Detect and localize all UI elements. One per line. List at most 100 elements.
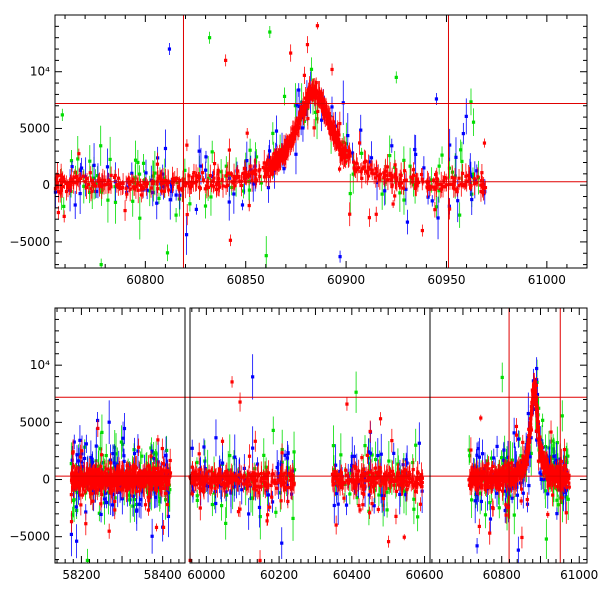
data-point <box>89 179 94 183</box>
data-point <box>113 496 117 500</box>
data-point <box>405 484 409 488</box>
data-point <box>119 440 123 444</box>
data-point <box>97 483 101 487</box>
data-point <box>140 454 144 458</box>
data-point <box>95 475 99 480</box>
data-point <box>91 460 95 464</box>
data-point <box>239 183 244 188</box>
data-point <box>415 181 419 185</box>
data-point <box>109 491 113 495</box>
data-point <box>77 486 81 490</box>
data-point <box>262 175 267 179</box>
data-point <box>342 156 346 160</box>
data-point <box>75 475 79 479</box>
data-point <box>197 452 201 456</box>
data-point <box>226 481 230 485</box>
data-point <box>253 467 257 471</box>
data-point <box>360 476 364 481</box>
data-point <box>247 512 251 516</box>
data-point <box>383 169 388 173</box>
data-point <box>145 182 149 186</box>
data-point <box>376 476 380 480</box>
data-point <box>240 488 244 492</box>
data-point <box>398 183 402 188</box>
data-point <box>334 463 338 467</box>
data-point <box>74 483 79 487</box>
data-point <box>457 184 461 188</box>
data-point <box>198 486 202 490</box>
data-point <box>343 481 347 485</box>
data-point <box>385 165 390 169</box>
data-point <box>111 451 115 456</box>
data-point <box>267 174 271 179</box>
data-point <box>402 158 406 162</box>
data-point <box>468 454 472 458</box>
data-point <box>336 479 340 483</box>
data-point <box>297 104 301 109</box>
data-point <box>152 451 156 455</box>
data-point <box>112 492 116 497</box>
data-point <box>153 171 157 175</box>
data-point <box>60 177 65 181</box>
data-point <box>435 177 439 181</box>
data-point <box>359 473 364 477</box>
data-point <box>459 182 463 186</box>
data-point <box>156 176 160 181</box>
data-point <box>361 491 365 495</box>
data-point <box>396 483 401 487</box>
data-point <box>418 483 422 487</box>
data-point <box>246 478 250 482</box>
data-point <box>105 500 109 505</box>
data-point <box>131 494 135 498</box>
data-point <box>453 176 457 180</box>
data-point <box>301 101 305 105</box>
data-point <box>404 187 408 191</box>
data-point <box>390 173 394 177</box>
data-point <box>566 497 570 501</box>
data-point <box>137 445 141 449</box>
data-point <box>59 173 63 178</box>
data-point <box>106 181 110 185</box>
data-point <box>256 484 260 488</box>
data-point <box>165 183 169 187</box>
data-point <box>283 485 287 489</box>
data-point <box>161 462 165 466</box>
data-point <box>143 468 147 473</box>
data-point <box>368 160 372 164</box>
data-point <box>307 95 311 99</box>
data-point <box>461 171 465 176</box>
data-point <box>338 482 342 486</box>
data-point <box>368 429 372 434</box>
data-point <box>359 128 363 132</box>
data-point <box>380 494 384 498</box>
data-point <box>58 190 62 194</box>
data-point <box>386 540 391 544</box>
data-point <box>337 167 342 171</box>
data-point <box>134 185 138 189</box>
data-point <box>348 212 352 216</box>
data-point <box>334 523 338 527</box>
data-point <box>89 492 94 496</box>
data-point <box>480 171 484 175</box>
data-point <box>133 158 138 162</box>
data-point <box>333 140 337 144</box>
data-point <box>220 483 224 487</box>
data-point <box>69 493 73 497</box>
data-point <box>385 508 389 512</box>
data-point <box>206 477 210 481</box>
data-point <box>362 165 366 169</box>
data-point <box>141 472 145 476</box>
data-point <box>353 482 358 486</box>
data-point <box>309 67 314 71</box>
data-point <box>352 478 356 482</box>
data-point <box>369 480 374 484</box>
data-point <box>118 182 122 186</box>
data-point <box>364 479 368 483</box>
data-point <box>402 535 406 539</box>
data-point <box>445 183 449 187</box>
data-point <box>203 480 207 484</box>
data-point <box>469 183 473 187</box>
data-point <box>479 189 483 194</box>
data-point <box>85 468 90 472</box>
data-point <box>97 511 101 515</box>
